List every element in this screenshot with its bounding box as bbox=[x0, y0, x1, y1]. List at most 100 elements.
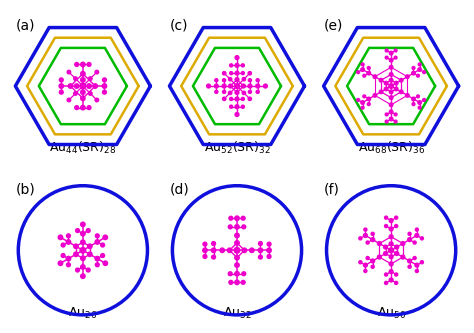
Circle shape bbox=[366, 102, 371, 106]
Circle shape bbox=[222, 90, 226, 94]
Circle shape bbox=[389, 102, 393, 107]
Circle shape bbox=[102, 260, 108, 266]
Circle shape bbox=[416, 94, 420, 99]
Circle shape bbox=[247, 71, 252, 76]
Circle shape bbox=[389, 58, 393, 63]
Circle shape bbox=[365, 240, 370, 245]
Circle shape bbox=[415, 269, 419, 273]
Circle shape bbox=[59, 77, 64, 83]
Circle shape bbox=[234, 71, 240, 76]
Circle shape bbox=[94, 256, 100, 261]
Circle shape bbox=[389, 95, 393, 100]
Circle shape bbox=[214, 83, 219, 89]
Circle shape bbox=[370, 258, 375, 264]
Circle shape bbox=[234, 90, 240, 95]
Circle shape bbox=[202, 247, 208, 253]
Circle shape bbox=[373, 93, 377, 98]
Circle shape bbox=[255, 78, 260, 83]
Circle shape bbox=[389, 109, 393, 114]
Text: (b): (b) bbox=[15, 183, 35, 197]
Circle shape bbox=[229, 105, 233, 109]
Circle shape bbox=[266, 254, 272, 259]
Circle shape bbox=[73, 76, 78, 81]
Circle shape bbox=[234, 104, 240, 109]
Circle shape bbox=[370, 237, 375, 242]
Circle shape bbox=[221, 83, 227, 89]
Circle shape bbox=[234, 232, 240, 238]
Circle shape bbox=[384, 48, 389, 53]
Circle shape bbox=[102, 77, 107, 83]
Circle shape bbox=[202, 241, 208, 247]
Circle shape bbox=[228, 224, 233, 229]
Circle shape bbox=[362, 94, 366, 99]
Circle shape bbox=[370, 231, 375, 236]
Circle shape bbox=[393, 56, 398, 60]
Circle shape bbox=[86, 267, 91, 273]
Circle shape bbox=[393, 112, 398, 117]
Circle shape bbox=[407, 237, 412, 242]
Circle shape bbox=[241, 247, 247, 253]
Circle shape bbox=[383, 81, 389, 86]
Circle shape bbox=[234, 247, 240, 254]
Circle shape bbox=[361, 106, 365, 110]
Circle shape bbox=[80, 273, 86, 279]
Circle shape bbox=[80, 231, 86, 236]
Circle shape bbox=[415, 227, 419, 232]
Circle shape bbox=[80, 221, 86, 227]
Circle shape bbox=[419, 236, 424, 240]
Circle shape bbox=[389, 241, 394, 246]
Circle shape bbox=[100, 242, 105, 248]
Circle shape bbox=[73, 243, 79, 249]
Circle shape bbox=[363, 233, 368, 238]
Circle shape bbox=[88, 91, 93, 96]
Circle shape bbox=[356, 98, 360, 102]
Circle shape bbox=[222, 97, 227, 101]
Circle shape bbox=[356, 70, 360, 74]
Circle shape bbox=[80, 239, 86, 245]
Circle shape bbox=[86, 228, 91, 233]
Circle shape bbox=[68, 83, 73, 89]
Circle shape bbox=[407, 264, 412, 269]
Circle shape bbox=[389, 218, 394, 223]
Circle shape bbox=[74, 83, 80, 89]
Circle shape bbox=[228, 280, 234, 285]
Circle shape bbox=[92, 83, 98, 89]
Circle shape bbox=[411, 97, 416, 102]
Circle shape bbox=[228, 83, 233, 89]
Circle shape bbox=[394, 272, 399, 277]
Circle shape bbox=[366, 71, 371, 76]
Circle shape bbox=[234, 112, 240, 117]
Circle shape bbox=[102, 90, 107, 95]
Circle shape bbox=[393, 48, 398, 53]
Circle shape bbox=[234, 215, 240, 221]
Circle shape bbox=[59, 90, 64, 95]
Circle shape bbox=[214, 78, 219, 83]
Circle shape bbox=[65, 256, 72, 261]
Circle shape bbox=[57, 260, 64, 266]
Circle shape bbox=[234, 255, 240, 261]
Circle shape bbox=[416, 74, 420, 78]
Circle shape bbox=[95, 262, 100, 267]
Circle shape bbox=[422, 98, 426, 102]
Circle shape bbox=[234, 83, 240, 89]
Circle shape bbox=[365, 256, 370, 260]
Circle shape bbox=[388, 247, 394, 253]
Circle shape bbox=[234, 279, 240, 285]
Circle shape bbox=[214, 90, 219, 94]
Circle shape bbox=[222, 71, 227, 76]
Circle shape bbox=[383, 244, 388, 250]
Circle shape bbox=[405, 93, 410, 98]
Circle shape bbox=[202, 254, 208, 259]
Text: (a): (a) bbox=[15, 19, 35, 33]
Circle shape bbox=[389, 226, 394, 232]
Circle shape bbox=[229, 97, 233, 101]
Circle shape bbox=[377, 241, 382, 246]
Circle shape bbox=[384, 272, 388, 277]
Text: Au$_{26}$: Au$_{26}$ bbox=[68, 306, 98, 321]
Circle shape bbox=[418, 62, 422, 67]
Circle shape bbox=[389, 234, 394, 239]
Circle shape bbox=[211, 241, 216, 246]
Circle shape bbox=[366, 97, 371, 102]
Circle shape bbox=[94, 70, 100, 75]
Circle shape bbox=[95, 233, 100, 238]
